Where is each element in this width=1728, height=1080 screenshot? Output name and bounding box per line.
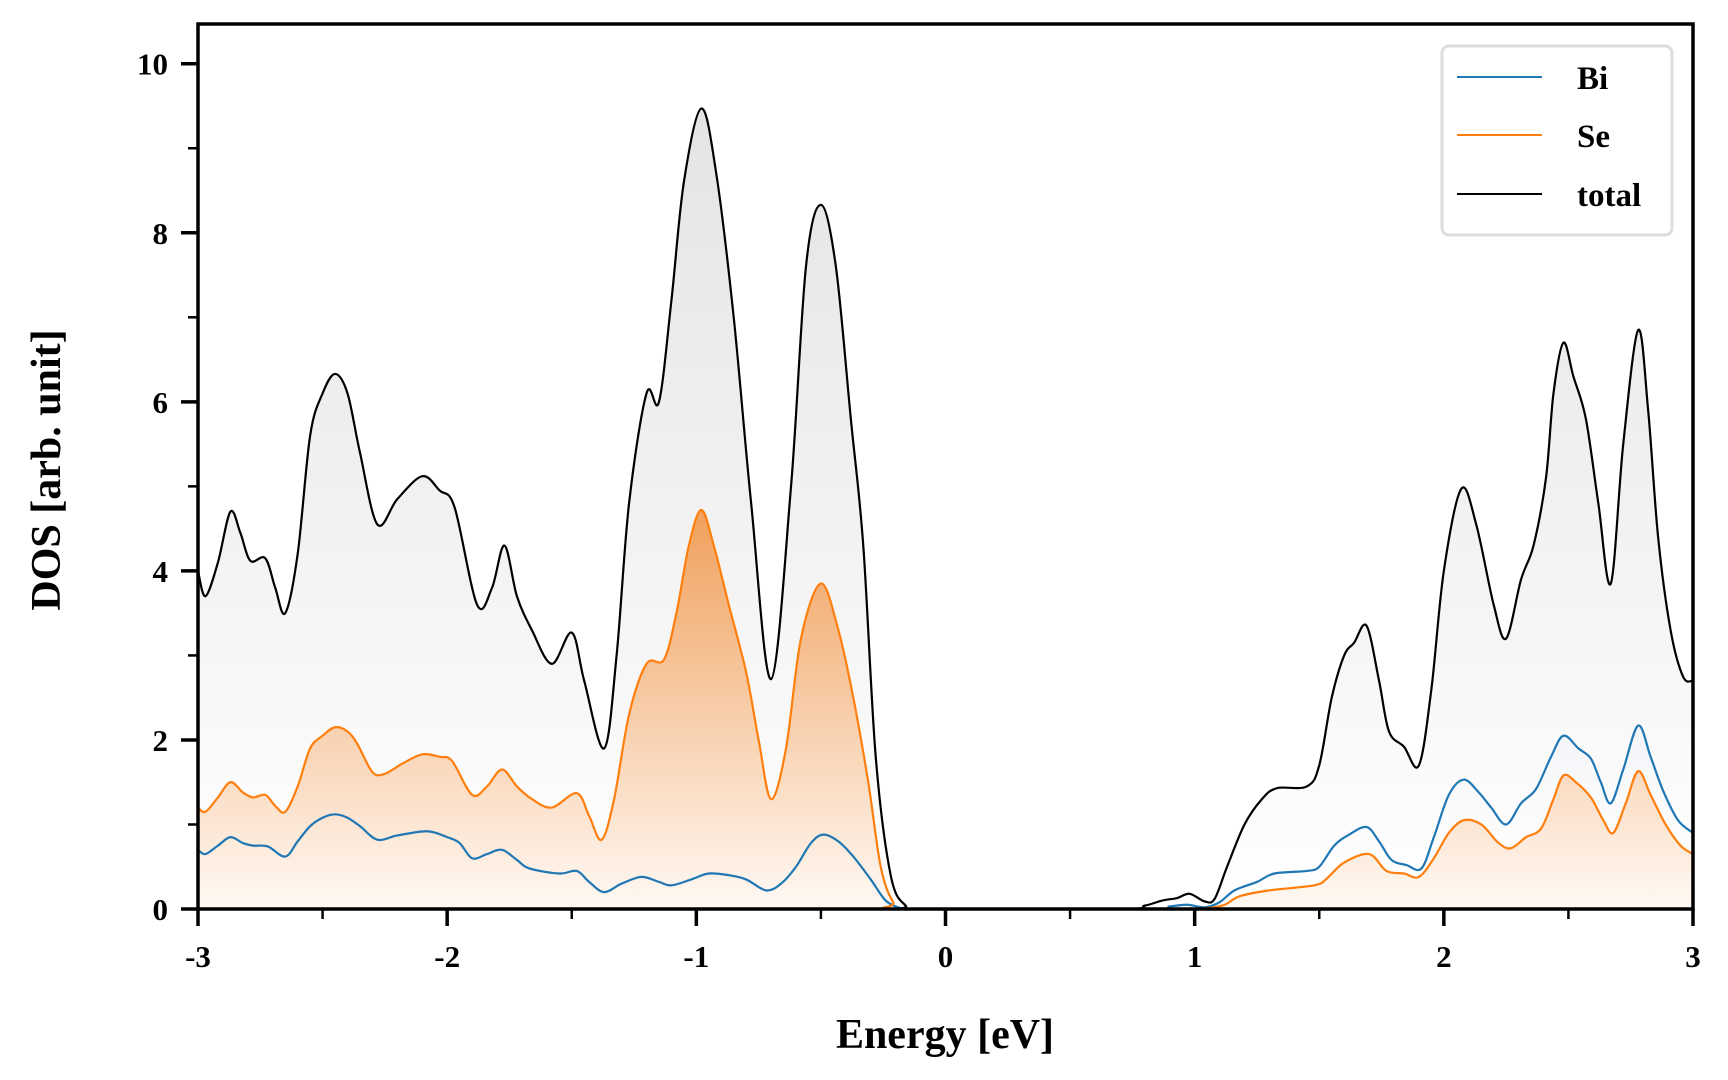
y-tick-label: 4 — [153, 554, 169, 589]
y-tick-label: 0 — [153, 892, 169, 927]
legend-label-total: total — [1577, 178, 1641, 214]
x-axis-ticks: -3 -2 -1 0 1 2 3 — [185, 909, 1701, 974]
series-line-se — [198, 508, 1693, 909]
x-tick-label: 0 — [938, 939, 954, 974]
x-tick-label: 2 — [1436, 939, 1452, 974]
y-tick-label: 10 — [137, 47, 168, 82]
x-tick-label: 3 — [1685, 939, 1701, 974]
legend-box — [1440, 44, 1674, 237]
legend: Bi Se total — [1440, 44, 1674, 237]
area-fill-se — [198, 510, 1693, 909]
x-axis-label: Energy [eV] — [836, 1012, 1054, 1058]
series-line-bi — [198, 724, 1693, 909]
series-line-total — [198, 107, 1693, 909]
y-tick-label: 2 — [153, 723, 169, 758]
x-tick-label: -3 — [185, 939, 211, 974]
x-tick-label: 1 — [1187, 939, 1203, 974]
y-axis-ticks: 0 2 4 6 8 10 — [137, 47, 198, 927]
x-tick-label: -1 — [683, 939, 709, 974]
series-lines — [198, 107, 1693, 909]
x-tick-label: -2 — [434, 939, 460, 974]
y-axis-label: DOS [arb. unit] — [24, 329, 70, 610]
legend-label-bi: Bi — [1577, 61, 1608, 97]
y-tick-label: 8 — [153, 216, 169, 251]
area-fill-total — [198, 108, 1693, 909]
y-tick-label: 6 — [153, 385, 169, 420]
legend-label-se: Se — [1577, 119, 1610, 155]
area-fills — [198, 108, 1693, 909]
